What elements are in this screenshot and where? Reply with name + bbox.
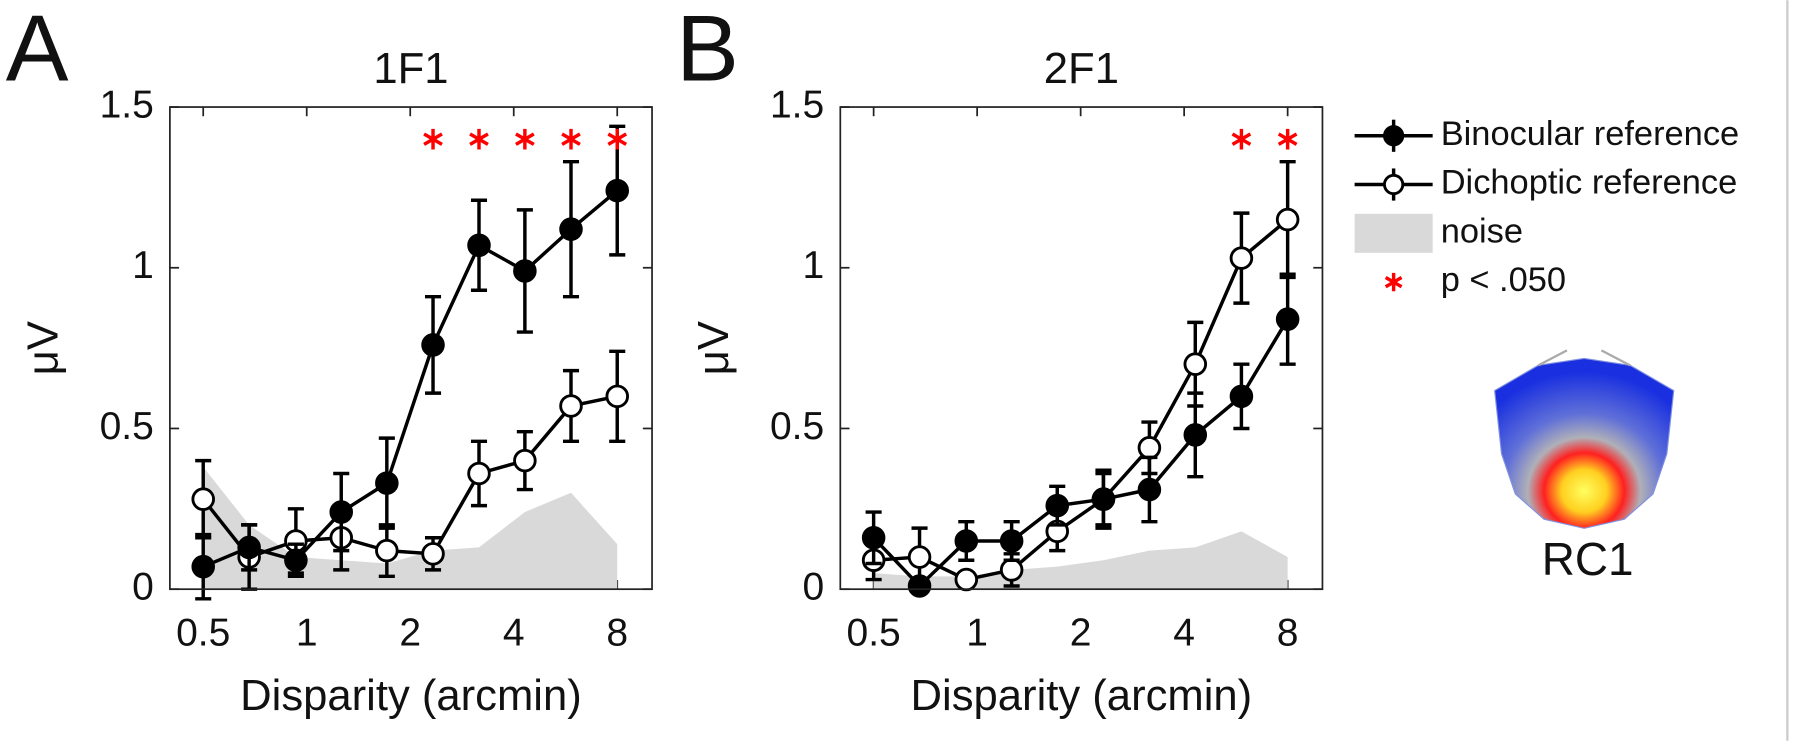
plot-frame: [169, 106, 653, 591]
series-line: [202, 189, 619, 569]
y-tick-label: 0.5: [770, 405, 824, 448]
x-tick-label: 4: [503, 611, 525, 654]
y-axis-label: μV: [690, 321, 738, 375]
noise-area: [873, 531, 1288, 590]
significance-marker: [607, 128, 628, 150]
data-point: [1137, 477, 1162, 502]
panel-label: B: [676, 0, 739, 100]
significance-marker: [423, 128, 443, 150]
data-point: [513, 448, 537, 473]
legend-entry: Dichoptic reference: [1354, 164, 1738, 202]
data-point: [375, 538, 399, 563]
y-tick-label: 0.5: [100, 405, 154, 448]
y-tick-label: 0: [803, 565, 825, 608]
legend-label: Dichoptic reference: [1441, 164, 1738, 202]
data-point: [1275, 307, 1300, 331]
data-point: [467, 461, 491, 486]
x-tick-label: 2: [1070, 611, 1092, 654]
x-tick-label: 4: [1173, 611, 1195, 654]
legend-swatch: [1384, 272, 1403, 292]
legend-entry: p < .050: [1384, 261, 1566, 299]
data-point: [191, 554, 215, 579]
data-point: [605, 384, 630, 409]
data-point: [513, 259, 537, 283]
x-tick-label: 8: [606, 611, 628, 654]
y-tick-label: 1.5: [770, 83, 824, 126]
data-point: [1183, 423, 1208, 447]
x-tick-label: 8: [1277, 611, 1299, 654]
data-point: [1091, 487, 1116, 511]
series: [861, 272, 1300, 598]
y-tick-label: 1.5: [100, 83, 154, 126]
x-tick-label: 2: [399, 611, 421, 654]
data-point: [1045, 493, 1070, 518]
data-point: [237, 535, 261, 560]
data-point: [375, 471, 399, 495]
data-point: [861, 525, 886, 550]
chart-title: 1F1: [373, 45, 448, 93]
head-inset: [1494, 349, 1675, 529]
plot-area: [840, 107, 1323, 590]
x-axis-label: Disparity (arcmin): [240, 672, 582, 720]
data-point: [559, 217, 583, 241]
legend-label: Binocular reference: [1441, 115, 1740, 153]
legend-label: p < .050: [1441, 261, 1566, 299]
data-point: [1275, 207, 1300, 232]
data-point: [999, 529, 1024, 553]
x-tick-label: 0.5: [847, 611, 901, 654]
y-tick-label: 1: [803, 244, 825, 287]
significance-marker: [561, 128, 581, 150]
inset-label: RC1: [1542, 533, 1634, 585]
x-axis-label: Disparity (arcmin): [911, 672, 1253, 720]
data-point: [1229, 384, 1254, 409]
significance-marker: [515, 128, 535, 150]
legend-entry: Binocular reference: [1354, 115, 1740, 153]
data-point: [999, 558, 1024, 582]
data-point: [907, 574, 932, 598]
y-axis-label: μV: [19, 321, 67, 375]
x-tick-label: 1: [966, 611, 988, 654]
data-point: [907, 545, 932, 569]
data-point: [329, 500, 353, 524]
data-point: [559, 394, 583, 418]
x-tick-label: 1: [296, 611, 318, 654]
legend-swatch: [1354, 213, 1433, 253]
legend-label: noise: [1441, 212, 1523, 250]
significance-marker: [1277, 128, 1298, 150]
data-point: [605, 178, 630, 203]
data-point: [421, 542, 445, 566]
legend-swatch: [1383, 173, 1405, 196]
series-line: [872, 318, 1290, 589]
significance-marker: [469, 128, 489, 150]
series: [191, 349, 630, 591]
series-line: [201, 394, 618, 560]
data-point: [191, 487, 215, 511]
data-point: [421, 333, 445, 357]
data-point: [467, 233, 491, 258]
data-point: [284, 548, 308, 573]
series-line: [873, 218, 1289, 582]
data-point: [954, 529, 979, 553]
data-point: [954, 567, 979, 592]
chart-title: 2F1: [1044, 45, 1119, 93]
x-tick-label: 0.5: [176, 611, 230, 654]
data-point: [1183, 352, 1208, 376]
panel-label: A: [6, 0, 69, 100]
data-point: [1137, 435, 1162, 460]
y-tick-label: 0: [132, 565, 154, 608]
y-tick-label: 1: [132, 244, 154, 287]
significance-marker: [1231, 128, 1252, 150]
series: [191, 124, 630, 601]
legend-swatch: [1383, 125, 1405, 147]
data-point: [1229, 246, 1254, 270]
plot-frame: [839, 106, 1324, 591]
legend-entry: noise: [1354, 212, 1523, 253]
